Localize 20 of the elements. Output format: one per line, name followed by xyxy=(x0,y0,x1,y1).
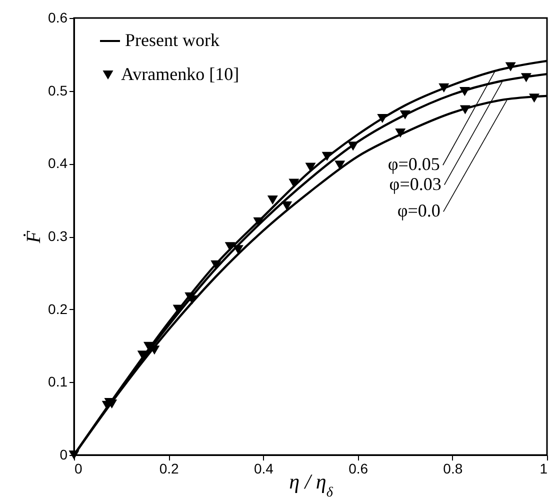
y-tick-label: 0.1 xyxy=(48,374,68,390)
x-tick-label: 0.6 xyxy=(348,460,368,476)
annotation: φ=0.0 xyxy=(397,200,440,221)
x-tick-label: 0.2 xyxy=(159,460,180,476)
x-axis-title: η / η$_{δ}$ xyxy=(289,470,334,500)
legend-label: Avramenko [10] xyxy=(121,64,240,84)
x-tick-label: 0.4 xyxy=(254,460,274,476)
y-tick-label: 0.6 xyxy=(48,10,68,26)
y-tick-label: 0.4 xyxy=(48,155,68,172)
x-tick-label: 0.8 xyxy=(443,460,463,476)
x-tick-label: 0 xyxy=(74,460,82,476)
x-tick-label: 1 xyxy=(540,460,548,476)
annotation: φ=0.05 xyxy=(388,154,440,174)
legend-label: Present work xyxy=(125,30,220,50)
y-axis-title: Ḟ xyxy=(23,230,46,244)
y-tick-label: 0.5 xyxy=(48,82,68,98)
y-tick-label: 0.2 xyxy=(48,300,68,317)
y-tick-label: 0 xyxy=(60,446,68,462)
annotation: φ=0.03 xyxy=(389,174,442,194)
y-tick-label: 0.3 xyxy=(48,228,68,244)
